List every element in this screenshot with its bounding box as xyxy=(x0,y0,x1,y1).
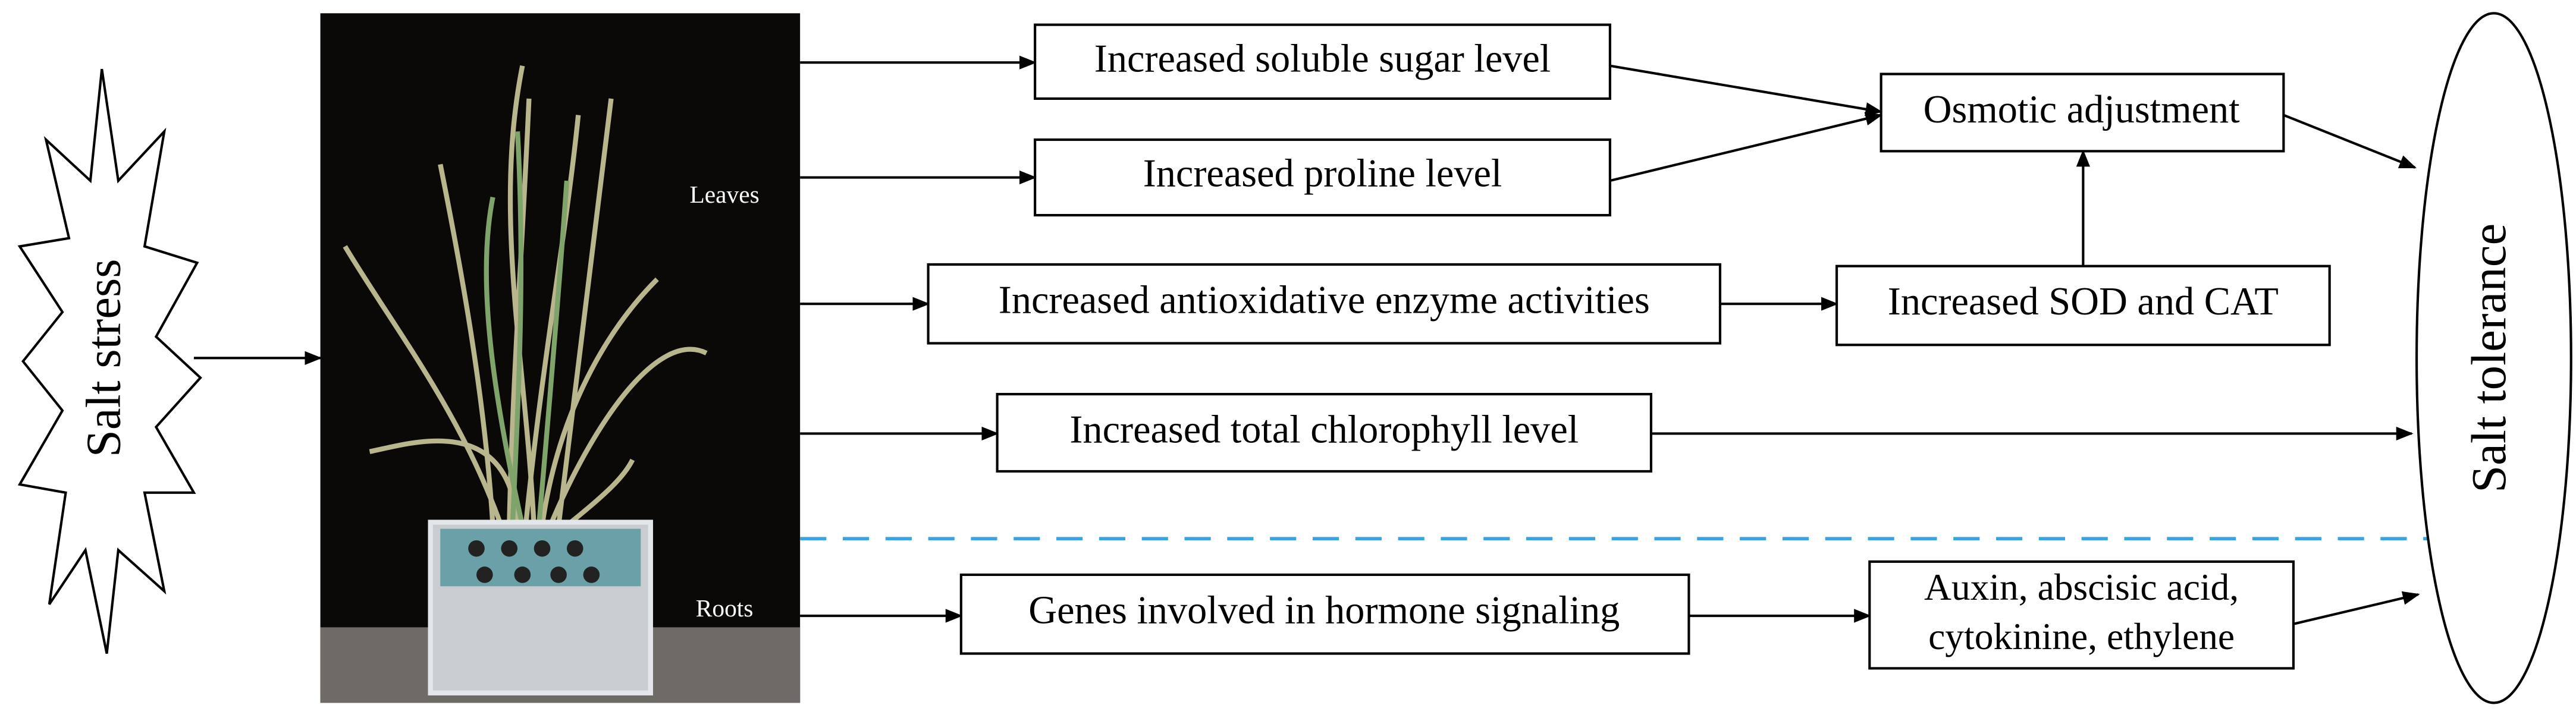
node: Increased total chlorophyll level xyxy=(996,393,1652,473)
node: Auxin, abscisic acid, cytokinine, ethyle… xyxy=(1868,560,2295,670)
node: Osmotic adjustment xyxy=(1880,73,2285,153)
leaves-label: Leaves xyxy=(689,181,759,208)
salt-tolerance-ellipse xyxy=(2415,12,2572,704)
arrow xyxy=(2293,591,2420,625)
node-label: Increased SOD and CAT xyxy=(1888,280,2279,323)
node: Increased SOD and CAT xyxy=(1835,265,2331,347)
node: Increased soluble sugar level xyxy=(1034,23,1611,100)
arrow xyxy=(1609,64,1883,117)
node-label: Increased antioxidative enzyme activitie… xyxy=(999,278,1650,322)
node-label: Increased soluble sugar level xyxy=(1094,37,1551,80)
salt-stress-burst xyxy=(17,68,202,654)
node: Increased proline level xyxy=(1034,138,1611,217)
node: Increased antioxidative enzyme activitie… xyxy=(927,263,1722,345)
node-label: Auxin, abscisic acid, xyxy=(1924,566,2239,608)
arrow xyxy=(2283,114,2417,169)
node: Genes involved in hormone signaling xyxy=(959,573,1690,655)
plant-photo xyxy=(320,13,801,703)
roots-label: Roots xyxy=(696,594,754,622)
node-label: Genes involved in hormone signaling xyxy=(1028,588,1620,632)
node-label: Increased total chlorophyll level xyxy=(1069,408,1579,452)
node-label: Increased proline level xyxy=(1143,152,1502,196)
arrow xyxy=(1609,112,1883,182)
salt-stress-label: Salt stress xyxy=(76,259,130,457)
node-label: Osmotic adjustment xyxy=(1924,88,2241,131)
node-label: cytokinine, ethylene xyxy=(1928,615,2235,657)
salt-tolerance-label: Salt tolerance xyxy=(2461,223,2516,493)
